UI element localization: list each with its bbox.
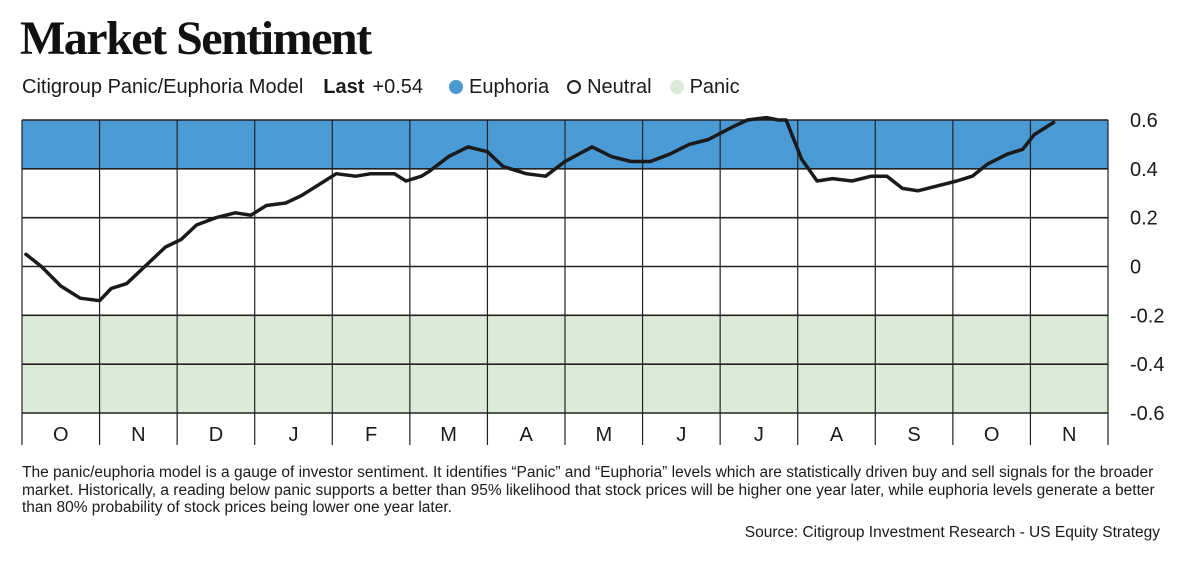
- series-line: [24, 115, 1056, 303]
- x-tick-label: O: [984, 424, 1000, 446]
- x-tick-label: M: [440, 424, 457, 446]
- y-tick-label: -0.4: [1130, 354, 1164, 376]
- model-name: Citigroup Panic/Euphoria Model: [22, 75, 304, 98]
- x-tick-label: D: [209, 424, 223, 446]
- last-label: Last: [323, 75, 365, 98]
- x-tick-label: A: [830, 424, 844, 446]
- legend-label-neutral: Neutral: [587, 75, 652, 98]
- x-tick-label: A: [520, 424, 534, 446]
- legend-label-panic: Panic: [689, 75, 740, 98]
- chart-subtitle-row: Citigroup Panic/Euphoria Model Last +0.5…: [22, 72, 758, 102]
- panic-swatch-icon: [669, 80, 684, 94]
- legend-item-euphoria: Euphoria: [449, 76, 549, 99]
- sentiment-chart: 0.6 0.4 0.2 0 -0.2 -0.4 -0.6 O N D J F M A M J J A S O N: [21, 110, 1164, 446]
- x-tick-label: J: [754, 424, 764, 446]
- y-tick-label: 0: [1130, 257, 1141, 279]
- y-tick-label: -0.2: [1130, 305, 1164, 327]
- neutral-swatch-icon: [567, 80, 582, 94]
- last-value: +0.54: [372, 75, 424, 98]
- x-tick-label: N: [131, 424, 145, 446]
- x-tick-label: N: [1062, 424, 1076, 446]
- legend-item-panic: Panic: [669, 75, 740, 99]
- chart-title: Market Sentiment: [20, 12, 372, 65]
- x-tick-label: J: [289, 424, 299, 446]
- euphoria-swatch-icon: [449, 80, 464, 94]
- x-tick-label: J: [676, 424, 686, 446]
- legend-item-neutral: Neutral: [567, 75, 652, 99]
- x-tick-label: F: [365, 424, 377, 446]
- x-tick-label: S: [907, 424, 920, 446]
- y-tick-label: 0.2: [1130, 208, 1158, 230]
- y-tick-label: 0.4: [1130, 159, 1158, 181]
- chart-source: Source: Citigroup Investment Research - …: [744, 524, 1160, 541]
- x-tick-label: M: [595, 424, 612, 446]
- x-tick-label: O: [53, 424, 69, 446]
- y-tick-label: -0.6: [1130, 403, 1164, 425]
- chart-footnote: The panic/euphoria model is a gauge of i…: [22, 464, 1155, 516]
- y-tick-label: 0.6: [1130, 110, 1158, 132]
- legend-label-euphoria: Euphoria: [469, 75, 550, 98]
